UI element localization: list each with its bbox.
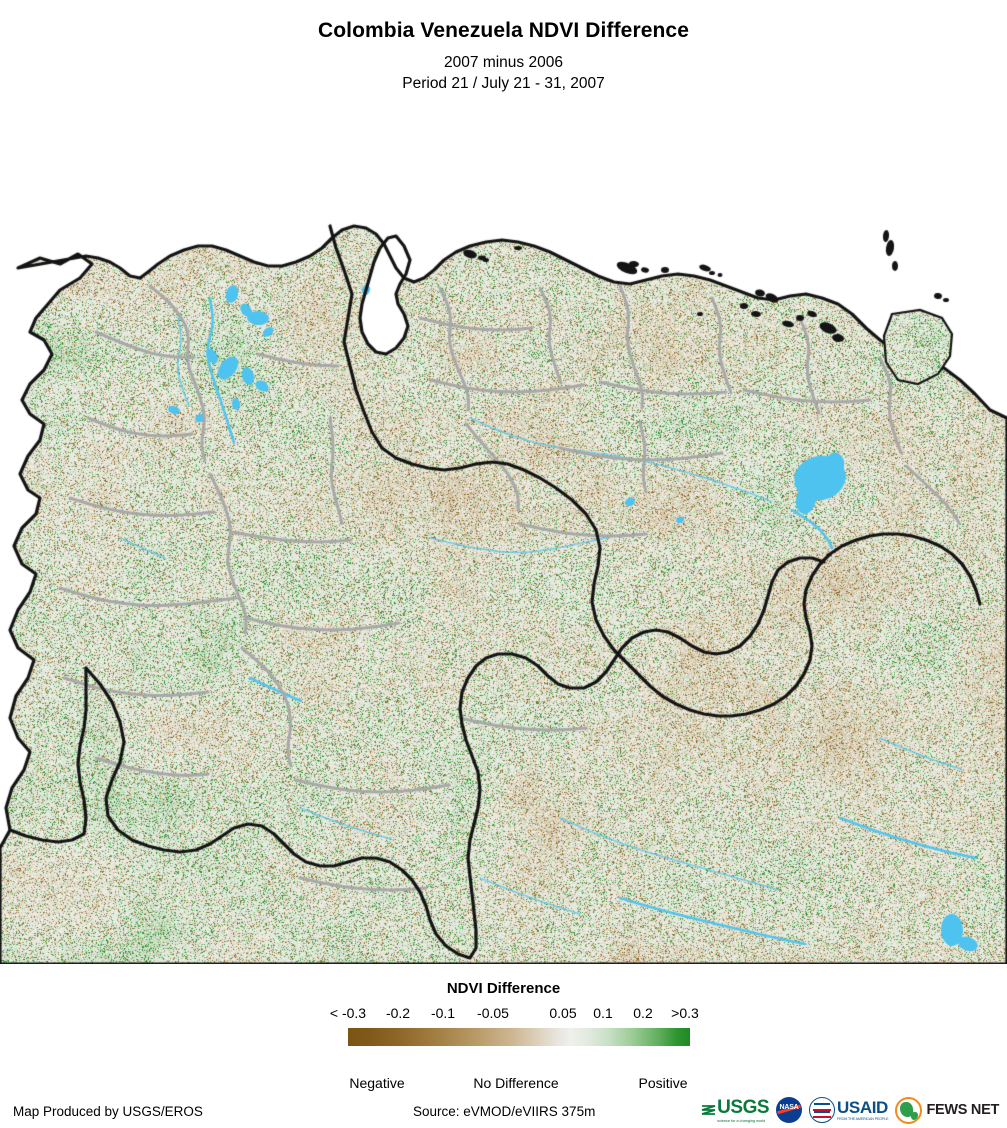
nasa-logo: NASA (776, 1097, 803, 1123)
nasa-logo-text: NASA (779, 1104, 799, 1111)
legend-tick-6: 0.2 (633, 1005, 653, 1021)
usgs-logo-tagline: science for a changing world (717, 1117, 766, 1123)
legend-tick-2: -0.1 (430, 1005, 456, 1021)
legend-category-0: Negative (349, 1075, 405, 1091)
usaid-seal-icon (809, 1097, 836, 1123)
footer-logos: USGS science for a changing world NASA U… (701, 1095, 999, 1125)
footer-source: Source: eVMOD/eVIIRS 375m (413, 1104, 596, 1119)
legend-title: NDVI Difference (446, 980, 561, 997)
legend-tick-labels: < -0.3 -0.2 -0.1 -0.05 0.05 0.1 0.2 >0.3 (0, 1003, 1007, 1023)
legend-tick-4: 0.05 (549, 1005, 577, 1021)
legend-tick-3: -0.05 (477, 1005, 509, 1021)
map-subtitle-date-range: Period 21 / July 21 - 31, 2007 (402, 75, 605, 93)
fews-globe-icon (895, 1096, 923, 1124)
legend: NDVI Difference < -0.3 -0.2 -0.1 -0.05 0.05 0… (0, 980, 1007, 1093)
legend-tick-0: < -0.3 (329, 1005, 367, 1021)
legend-color-bar (348, 1028, 690, 1046)
usaid-logo: USAID FROM THE AMERICAN PEOPLE (809, 1097, 889, 1123)
legend-tick-5: 0.1 (593, 1005, 613, 1021)
footer-credit: Map Produced by USGS/EROS (13, 1104, 203, 1119)
fews-net-logo-text: FEWS NET (926, 1101, 999, 1118)
page-title: Colombia Venezuela NDVI Difference (317, 19, 689, 42)
ndvi-difference-map-canvas[interactable] (0, 118, 1007, 964)
legend-tick-1: -0.2 (385, 1005, 411, 1021)
usgs-logo-text: USGS (717, 1096, 770, 1118)
legend-category-labels: Negative No Difference Positive (0, 1073, 1007, 1093)
usaid-logo-text: USAID (837, 1097, 888, 1117)
legend-category-1: No Difference (473, 1075, 559, 1091)
legend-tick-7: >0.3 (671, 1005, 699, 1021)
title-block: Colombia Venezuela NDVI Difference 2007 … (0, 0, 1007, 94)
map-subtitle-period-comparison: 2007 minus 2006 (444, 54, 563, 72)
legend-category-2: Positive (638, 1075, 688, 1091)
usgs-logo: USGS science for a changing world (701, 1096, 770, 1123)
usaid-logo-tagline: FROM THE AMERICAN PEOPLE (837, 1116, 889, 1121)
usgs-wave-icon (701, 1104, 716, 1115)
footer: Map Produced by USGS/EROS Source: eVMOD/… (0, 1090, 1007, 1128)
map-area[interactable] (0, 118, 1007, 964)
fews-net-logo: FEWS NET (895, 1096, 999, 1124)
